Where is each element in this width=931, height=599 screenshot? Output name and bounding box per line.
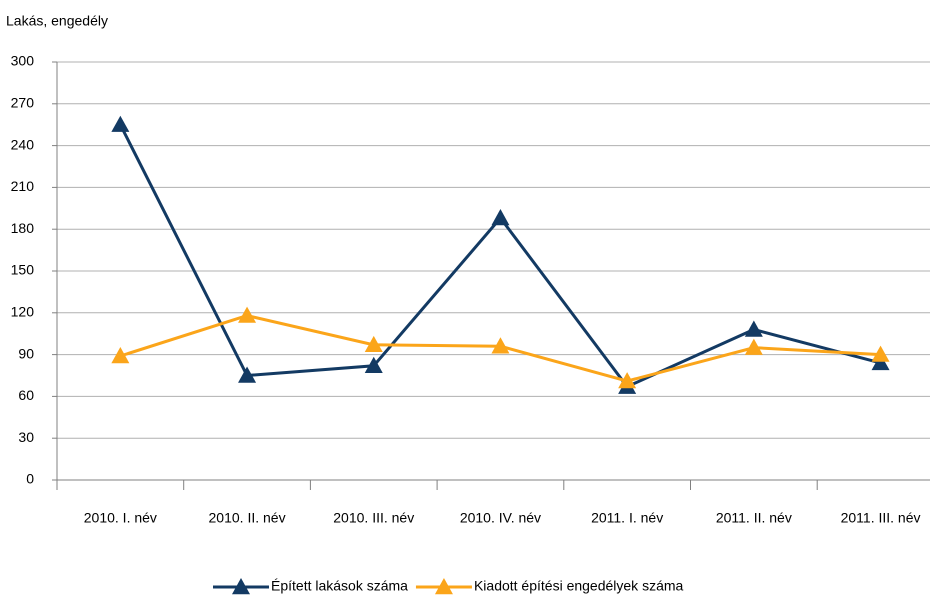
y-tick-label: 240 <box>11 136 35 152</box>
x-tick-label: 2010. III. név <box>333 510 414 526</box>
x-tick-label: 2010. IV. név <box>460 510 541 526</box>
point-marker <box>871 353 890 371</box>
point-marker <box>618 372 637 389</box>
y-tick-label: 0 <box>26 471 34 487</box>
y-tick-label: 90 <box>18 345 34 361</box>
point-marker <box>491 209 510 226</box>
y-tick-label: 30 <box>18 429 34 445</box>
point-marker <box>111 115 130 132</box>
point-marker <box>364 335 383 353</box>
x-tick-label: 2011. III. név <box>841 510 921 526</box>
point-marker <box>744 338 763 355</box>
x-tick-label: 2010. II. név <box>209 510 286 526</box>
legend-label: Épített lakások száma <box>271 578 408 594</box>
point-marker <box>238 306 257 323</box>
point-marker <box>744 320 763 337</box>
y-tick-label: 270 <box>11 95 35 111</box>
point-marker <box>364 356 383 373</box>
x-tick-label: 2011. I. név <box>591 510 663 526</box>
point-marker <box>111 346 130 364</box>
point-marker <box>238 366 257 383</box>
x-tick-label: 2010. I. név <box>84 510 157 526</box>
y-tick-label: 300 <box>11 53 35 69</box>
x-tick-label: 2011. II. név <box>716 510 792 526</box>
point-marker <box>491 337 510 354</box>
y-axis-label: Lakás, engedély <box>6 13 108 29</box>
y-tick-label: 150 <box>11 262 35 278</box>
point-marker <box>871 345 890 362</box>
legend-marker <box>434 578 453 595</box>
y-tick-label: 180 <box>11 220 35 236</box>
y-tick-label: 120 <box>11 304 35 320</box>
y-tick-label: 210 <box>11 178 35 194</box>
legend-label: Kiadott építési engedélyek száma <box>474 578 684 594</box>
y-tick-label: 60 <box>18 387 34 403</box>
legend-marker <box>232 578 250 595</box>
